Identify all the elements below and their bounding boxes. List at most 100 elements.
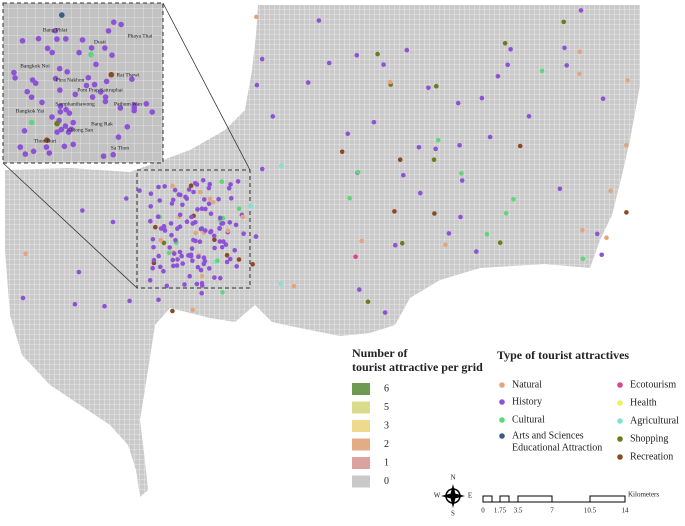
attraction-point <box>511 197 516 202</box>
attraction-point <box>171 263 176 269</box>
inset-point <box>56 65 63 72</box>
legend-swatch <box>352 420 370 432</box>
inset-point <box>54 36 60 42</box>
attraction-point <box>577 71 582 77</box>
inset-point <box>76 49 82 56</box>
inset-point <box>46 150 53 156</box>
attraction-point <box>260 166 265 172</box>
attraction-point <box>148 191 154 196</box>
attraction-point <box>170 197 176 203</box>
attraction-point <box>186 187 192 192</box>
zoom-line <box>2 162 138 289</box>
attraction-point <box>177 212 183 218</box>
inset-point <box>110 151 116 158</box>
attraction-point <box>156 184 161 190</box>
attraction-point <box>151 244 156 250</box>
attraction-point <box>539 68 545 74</box>
legend-label: 0 <box>384 476 389 487</box>
legend-label: Agricultural <box>630 415 679 426</box>
district-label: Bang Rak <box>91 121 113 127</box>
attraction-point <box>580 256 586 262</box>
attraction-point <box>170 257 176 263</box>
inset-point <box>64 69 70 75</box>
inset-point <box>22 151 29 157</box>
city-grid <box>5 5 640 497</box>
scale-label: 10.5 <box>584 507 597 515</box>
inset-point <box>39 99 45 106</box>
attraction-point <box>200 178 206 183</box>
compass: N S W E <box>434 474 472 518</box>
attraction-point <box>624 210 629 215</box>
type-legend: Type of tourist attractives Natural Histor… <box>497 348 679 463</box>
attraction-point <box>166 250 172 256</box>
attraction-point <box>157 198 162 203</box>
attraction-point <box>526 114 532 119</box>
inset-point <box>21 128 28 134</box>
legend-dot <box>499 417 505 423</box>
legend-dot <box>499 433 505 439</box>
attraction-point <box>203 228 208 233</box>
legend-label: Cultural <box>512 414 545 425</box>
compass-s: S <box>451 510 455 518</box>
attraction-point <box>562 45 567 51</box>
scale-label: 1.75 <box>494 507 507 515</box>
attraction-point <box>225 228 231 233</box>
district-label: Samphanthawong <box>55 101 95 107</box>
legend-label: History <box>512 396 542 407</box>
attraction-point <box>278 281 284 286</box>
attraction-point <box>161 268 166 274</box>
attraction-point <box>201 261 207 267</box>
attraction-point <box>241 231 246 236</box>
inset-point <box>103 78 110 85</box>
compass-n: N <box>450 474 455 482</box>
attraction-point <box>503 211 509 216</box>
attraction-point <box>168 221 174 226</box>
attraction-point <box>199 274 205 279</box>
attraction-point <box>443 242 448 248</box>
zoom-box <box>136 169 251 289</box>
legend-label: 1 <box>384 457 389 468</box>
legend-label: 6 <box>384 383 389 394</box>
attraction-point <box>199 290 204 296</box>
attraction-point <box>207 266 212 271</box>
district-label: Pathum Wan <box>114 101 142 107</box>
attraction-point <box>375 51 380 57</box>
attraction-point <box>484 231 490 237</box>
attraction-point <box>517 143 523 149</box>
attraction-point <box>316 18 322 23</box>
attraction-point <box>219 179 225 184</box>
attraction-point <box>625 78 630 83</box>
attraction-point <box>580 228 585 233</box>
inset-point <box>35 35 42 42</box>
attraction-point <box>148 218 153 224</box>
inset-point <box>57 109 64 115</box>
attraction-point <box>110 219 116 225</box>
attraction-point <box>191 237 196 243</box>
attraction-point <box>254 82 260 88</box>
inset-point <box>70 141 76 148</box>
legend-swatch <box>352 475 370 488</box>
district-label: Bang Phlat <box>43 27 68 33</box>
attraction-point <box>416 145 422 150</box>
attraction-point <box>175 257 180 262</box>
attraction-point <box>345 131 351 137</box>
inset-point <box>91 81 98 88</box>
inset-point <box>70 119 76 126</box>
inset-point <box>44 137 50 143</box>
attraction-point <box>196 254 201 260</box>
attraction-point <box>172 187 178 193</box>
legend-swatch <box>352 383 370 395</box>
inset-point <box>131 107 137 114</box>
inset-point <box>88 45 95 51</box>
inset-point <box>89 94 96 100</box>
attraction-point <box>433 146 439 152</box>
inset-point <box>24 88 31 95</box>
attraction-point <box>382 310 388 315</box>
attraction-point <box>426 85 431 91</box>
attraction-point <box>248 204 253 209</box>
legend-dot <box>617 400 623 406</box>
attraction-point <box>212 237 217 243</box>
inset-point <box>65 129 72 135</box>
attraction-point <box>173 238 178 243</box>
